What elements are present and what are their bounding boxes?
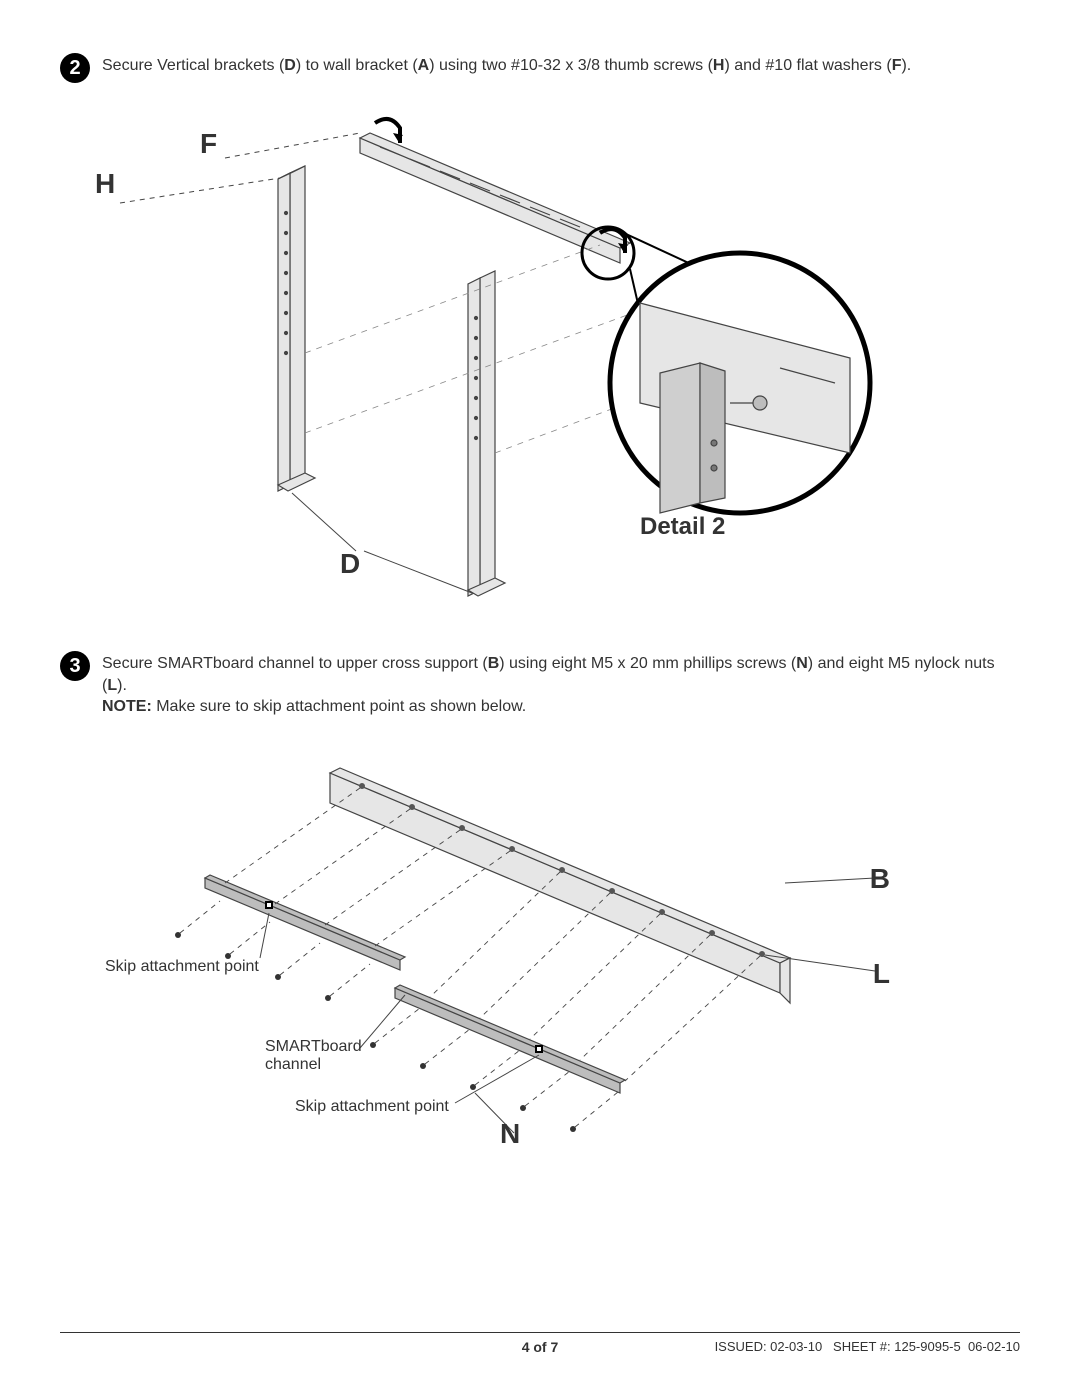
label-skip-1: Skip attachment point [105, 958, 259, 976]
step-2: 2 Secure Vertical brackets (D) to wall b… [60, 55, 1020, 83]
t: D [284, 57, 296, 74]
footer-meta: ISSUED: 02-03-10 SHEET #: 125-9095-5 06-… [715, 1339, 1020, 1354]
page-number: 4 of 7 [522, 1339, 559, 1355]
label-D: D [340, 548, 360, 580]
t: Secure Vertical brackets ( [102, 57, 284, 74]
t: Secure SMARTboard channel to upper cross… [102, 655, 488, 672]
t: B [488, 655, 500, 672]
t: ) using two #10-32 x 3/8 thumb screws ( [429, 57, 713, 74]
step-3-number: 3 [60, 651, 90, 681]
label-skip-2: Skip attachment point [295, 1098, 449, 1116]
t: ) to wall bracket ( [296, 57, 418, 74]
t: ) and #10 flat washers ( [724, 57, 891, 74]
figure-1-svg [60, 103, 1020, 643]
t: A [418, 57, 430, 74]
t: ). [901, 57, 911, 74]
label-N: N [500, 1118, 520, 1150]
page-footer: 4 of 7 ISSUED: 02-03-10 SHEET #: 125-909… [60, 1332, 1020, 1355]
figure-1: F H D Detail 2 [60, 103, 1020, 643]
t: F [892, 57, 902, 74]
step-3-text: Secure SMARTboard channel to upper cross… [102, 653, 1020, 718]
label-F: F [200, 128, 217, 160]
label-B: B [870, 863, 890, 895]
label-smartboard-1: SMARTboard [265, 1038, 362, 1056]
step-3: 3 Secure SMARTboard channel to upper cro… [60, 653, 1020, 718]
label-detail-2: Detail 2 [640, 513, 725, 541]
note-label: NOTE: [102, 698, 152, 715]
step-2-number: 2 [60, 53, 90, 83]
t: L [107, 677, 117, 694]
label-L: L [873, 958, 890, 990]
label-H: H [95, 168, 115, 200]
figure-2: B L N Skip attachment point SMARTboard c… [60, 733, 1020, 1183]
t: ). [117, 677, 127, 694]
t: H [713, 57, 725, 74]
t: N [796, 655, 808, 672]
step-2-text: Secure Vertical brackets (D) to wall bra… [102, 55, 911, 77]
t: ) using eight M5 x 20 mm phillips screws… [499, 655, 796, 672]
label-smartboard-2: channel [265, 1056, 321, 1074]
note-text: Make sure to skip attachment point as sh… [152, 698, 526, 715]
